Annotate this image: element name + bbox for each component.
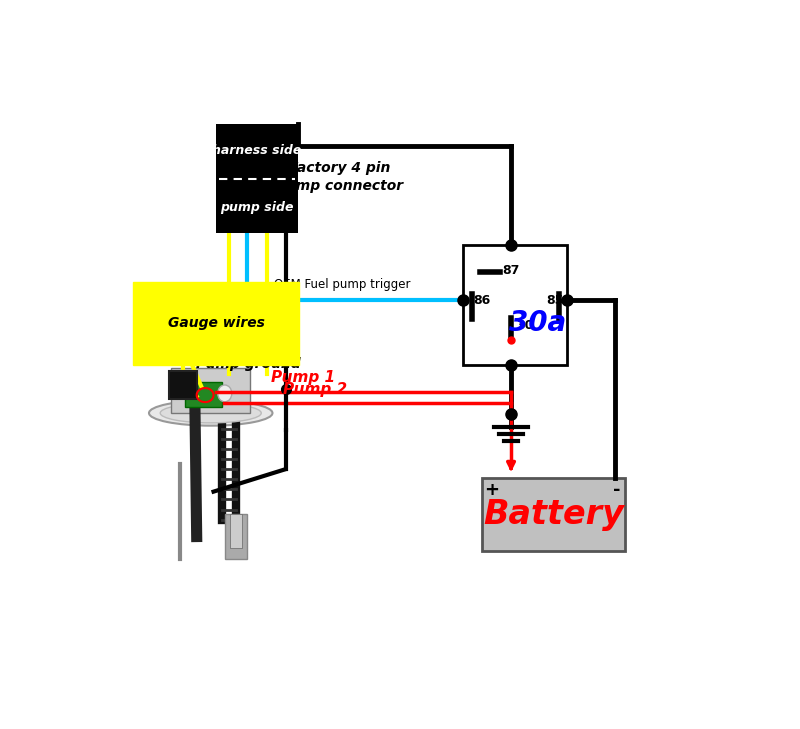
- Bar: [225, 514, 247, 559]
- Text: 30a: 30a: [510, 309, 566, 337]
- Text: Battery: Battery: [483, 498, 624, 531]
- Text: harness side: harness side: [212, 144, 302, 157]
- Text: 86: 86: [474, 295, 490, 307]
- Text: 85: 85: [546, 295, 563, 307]
- Text: 87: 87: [502, 265, 520, 278]
- Ellipse shape: [160, 403, 262, 423]
- Text: +: +: [485, 481, 499, 499]
- Bar: [171, 368, 250, 413]
- Text: Gauge wires: Gauge wires: [167, 316, 264, 330]
- Bar: [463, 245, 567, 365]
- Bar: [169, 371, 197, 399]
- Text: pump side: pump side: [220, 200, 294, 214]
- Text: 30: 30: [517, 319, 534, 332]
- Text: Pump 1: Pump 1: [271, 370, 335, 385]
- Bar: [216, 179, 298, 233]
- Text: Factory 4 pin
pump connector: Factory 4 pin pump connector: [276, 161, 403, 193]
- Bar: [186, 382, 222, 408]
- Ellipse shape: [218, 385, 232, 402]
- Text: OEM Fuel pump trigger: OEM Fuel pump trigger: [274, 278, 411, 291]
- Text: Pump 2: Pump 2: [282, 382, 346, 397]
- Ellipse shape: [149, 400, 273, 426]
- Text: Pump ground: Pump ground: [195, 356, 300, 370]
- Bar: [482, 477, 625, 550]
- Bar: [216, 124, 298, 179]
- Text: -: -: [613, 481, 620, 499]
- Bar: [230, 514, 242, 547]
